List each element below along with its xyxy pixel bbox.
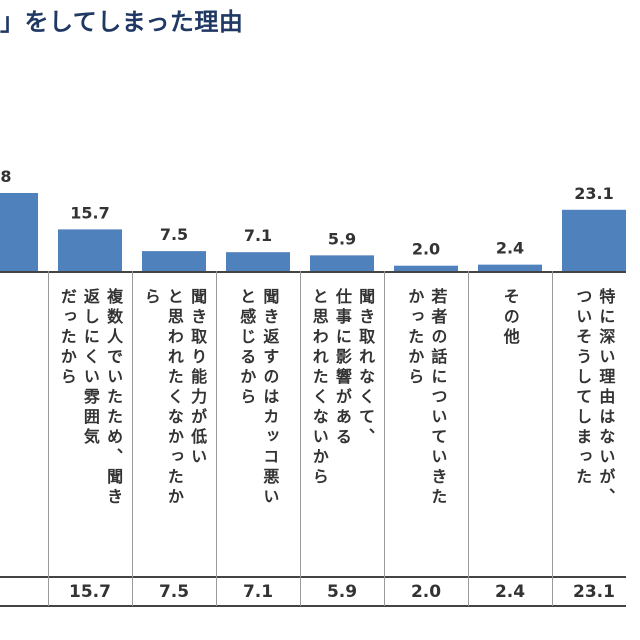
- data-label: 2.4: [496, 239, 524, 258]
- table-value-cell: 7.5: [158, 582, 190, 602]
- column-divider: [48, 271, 49, 606]
- chart-title: 」をしてしまった理由: [0, 8, 244, 36]
- column-divider: [552, 271, 553, 606]
- data-label: 8: [0, 167, 11, 186]
- bar: [58, 229, 122, 271]
- column-divider: [468, 271, 469, 606]
- table-bottom-rule: [0, 605, 626, 607]
- column-divider: [216, 271, 217, 606]
- table-value-cell: 2.0: [410, 582, 442, 602]
- category-label: 特に深い理由はないが、 ついそうしてしまった: [573, 288, 616, 508]
- table-value-cell: 15.7: [69, 582, 111, 602]
- bar: [226, 252, 290, 271]
- column-divider: [300, 271, 301, 606]
- baseline-rule: [0, 271, 626, 273]
- column-divider: [384, 271, 385, 606]
- table-value-cell: [0, 578, 48, 606]
- data-label: 5.9: [328, 229, 356, 248]
- table-value-cell: 5.9: [326, 582, 358, 602]
- data-label: 2.0: [412, 240, 440, 259]
- table-value-cell: 23.1: [573, 582, 615, 602]
- table-value-cell: 7.1: [242, 582, 274, 602]
- table-top-rule: [0, 576, 626, 578]
- bar: [478, 264, 542, 271]
- bar: [562, 209, 626, 271]
- value-table-row: 15.7 7.5 7.1 5.9 2.0 2.4 23.1: [0, 578, 626, 606]
- bar: [394, 265, 458, 271]
- data-label: 7.1: [244, 226, 272, 245]
- data-label: 7.5: [160, 225, 188, 244]
- category-label: 若者の話についていきた かったから: [405, 288, 448, 508]
- category-label: その他: [500, 288, 520, 348]
- bar: [0, 193, 38, 271]
- bar: [310, 255, 374, 271]
- bar: [142, 251, 206, 271]
- category-label: 聞き取れなくて、 仕事に影響がある と思われたくないから: [309, 288, 376, 488]
- category-label: 聞き返すのはカッコ悪い と感じるから: [237, 288, 280, 508]
- category-label: 聞き取り能力が低い と思われたくなかったか ら: [141, 288, 208, 508]
- column-divider: [132, 271, 133, 606]
- category-label: 複数人でいたため、聞き 返しにくい雰囲気 だったから: [57, 288, 124, 508]
- data-label: 23.1: [574, 184, 613, 203]
- data-label: 15.7: [70, 203, 109, 222]
- table-value-cell: 2.4: [494, 582, 526, 602]
